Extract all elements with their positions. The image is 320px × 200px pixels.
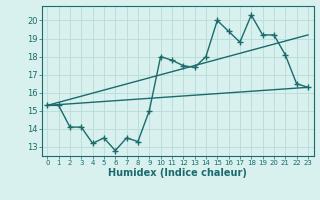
X-axis label: Humidex (Indice chaleur): Humidex (Indice chaleur) — [108, 168, 247, 178]
